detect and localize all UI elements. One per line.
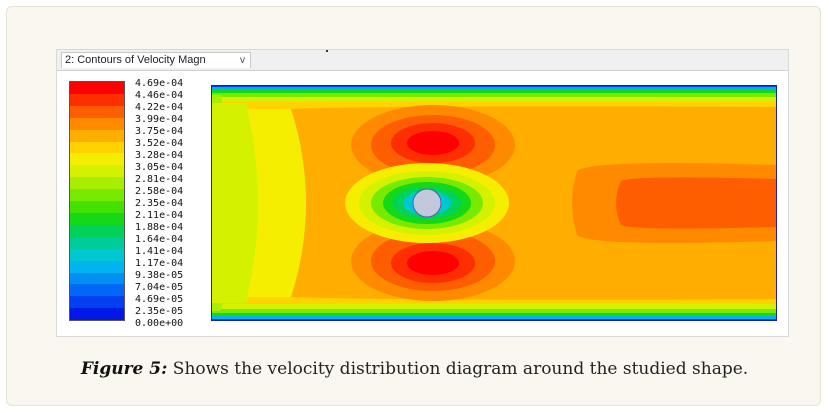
- legend-swatch: [70, 212, 124, 225]
- figure-caption: Figure 5: Shows the velocity distributio…: [7, 359, 822, 379]
- legend-swatch: [70, 296, 124, 309]
- stray-mark: [326, 50, 328, 52]
- tab-bar: 2: Contours of Velocity Magn v: [57, 50, 788, 71]
- legend-tick-label: 1.64e-04: [135, 234, 184, 245]
- legend-swatch: [70, 93, 124, 106]
- legend-tick-label: 3.28e-04: [135, 150, 184, 161]
- legend-swatch: [70, 165, 124, 178]
- color-legend-labels: 4.69e-04 4.46e-04 4.22e-04 3.99e-04 3.75e-04…: [135, 77, 215, 329]
- color-legend-bar: [69, 81, 125, 321]
- legend-tick-label: 1.17e-04: [135, 258, 184, 269]
- legend-tick-label: 2.35e-04: [135, 198, 184, 209]
- figure-card: 2: Contours of Velocity Magn v 4.69e-04 4…: [6, 6, 821, 406]
- legend-tick-label: 2.58e-04: [135, 186, 184, 197]
- legend-tick-label: 2.81e-04: [135, 174, 184, 185]
- legend-tick-label: 1.41e-04: [135, 246, 184, 257]
- legend-tick-label: 7.04e-05: [135, 282, 184, 293]
- legend-swatch: [70, 105, 124, 118]
- legend-tick-label: 4.69e-05: [135, 294, 184, 305]
- legend-tick-label: 4.22e-04: [135, 102, 184, 113]
- legend-swatch: [70, 153, 124, 166]
- plot-area: 4.69e-04 4.46e-04 4.22e-04 3.99e-04 3.75e-04…: [57, 71, 788, 336]
- tab-contours-velocity[interactable]: 2: Contours of Velocity Magn v: [61, 52, 251, 68]
- legend-swatch: [70, 141, 124, 154]
- cfd-window: 2: Contours of Velocity Magn v 4.69e-04 4…: [56, 49, 789, 337]
- legend-tick-label: 2.35e-05: [135, 306, 184, 317]
- velocity-contour-plot: [211, 85, 777, 321]
- legend-swatch: [70, 248, 124, 261]
- legend-swatch: [70, 308, 124, 321]
- legend-swatch: [70, 189, 124, 202]
- chevron-down-icon[interactable]: v: [240, 55, 245, 66]
- legend-swatch: [70, 236, 124, 249]
- legend-tick-label: 4.46e-04: [135, 90, 184, 101]
- legend-swatch: [70, 260, 124, 273]
- legend-tick-label: 2.11e-04: [135, 210, 184, 221]
- legend-tick-label: 3.05e-04: [135, 162, 184, 173]
- legend-tick-label: 3.52e-04: [135, 138, 184, 149]
- legend-swatch: [70, 201, 124, 213]
- legend-tick-label: 3.75e-04: [135, 126, 184, 137]
- legend-swatch: [70, 284, 124, 297]
- legend-swatch: [70, 272, 124, 285]
- tab-label: 2: Contours of Velocity Magn: [65, 54, 206, 66]
- caption-text: Shows the velocity distribution diagram …: [167, 359, 749, 379]
- legend-swatch: [70, 82, 124, 94]
- legend-tick-label: 3.99e-04: [135, 114, 184, 125]
- legend-swatch: [70, 117, 124, 130]
- legend-tick-label: 1.88e-04: [135, 222, 184, 233]
- legend-swatch: [70, 129, 124, 142]
- caption-label: Figure 5:: [80, 359, 168, 379]
- legend-tick-label: 9.38e-05: [135, 270, 184, 281]
- legend-tick-label: 0.00e+00: [135, 318, 184, 329]
- legend-tick-label: 4.69e-04: [135, 78, 184, 89]
- legend-swatch: [70, 224, 124, 237]
- legend-swatch: [70, 177, 124, 190]
